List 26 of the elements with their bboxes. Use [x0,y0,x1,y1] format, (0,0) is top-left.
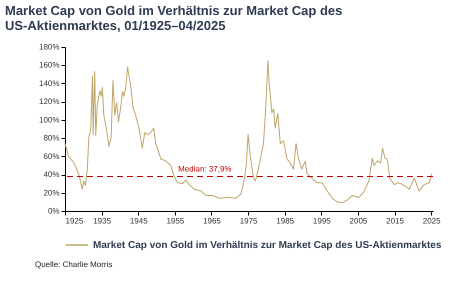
y-tick-label: 140% [39,78,60,88]
chart-title: Market Cap von Gold im Verhältnis zur Market Cap des US-Aktienmarktes, 01/1925–04/2025 [5,3,342,33]
x-tick-label: 1975 [240,216,258,226]
x-tick-label: 2025 [422,216,442,226]
y-tick-label: 180% [39,42,60,52]
x-tick-label: 1965 [203,216,222,226]
y-tick-label: 60% [43,152,60,161]
x-tick-label: 1985 [276,216,295,226]
legend-label: Market Cap von Gold im Verhältnis zur Market Cap des US-Aktienmarktes [93,240,442,251]
x-tick-label: 2005 [350,216,368,226]
y-tick-label: 20% [43,188,60,198]
y-tick-label: 100% [39,115,60,124]
ref-line-label: Median: 37,9% [178,164,232,174]
x-tick-label: 1995 [312,216,332,226]
y-tick-label: 0% [48,206,60,216]
x-tick-label: 2015 [386,216,404,226]
x-tick-label: 1935 [93,216,112,226]
x-tick-label: 1925 [66,216,84,226]
x-tick-label: 1945 [130,216,148,226]
source-note: Quelle: Charlie Morris [35,260,112,269]
line-series [64,60,432,204]
y-tick-label: 40% [43,170,60,180]
y-tick-label: 80% [43,134,60,143]
y-tick-label: 160% [39,60,60,70]
x-tick-label: 1955 [166,216,185,226]
y-tick-label: 120% [39,97,60,106]
